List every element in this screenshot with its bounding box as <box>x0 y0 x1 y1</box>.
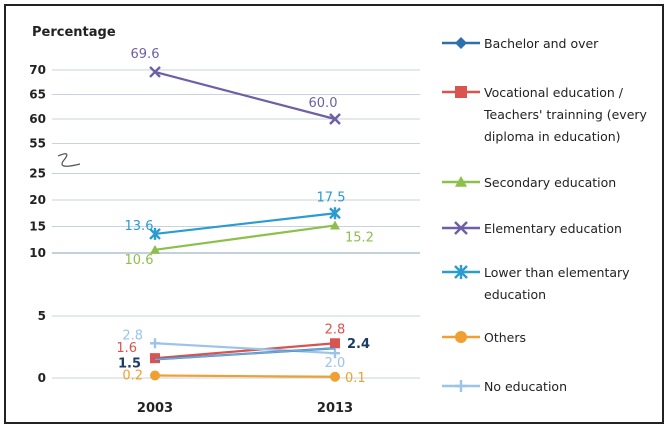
data-label: 15.2 <box>345 230 374 245</box>
marker-star <box>149 227 161 240</box>
series-line <box>154 212 336 236</box>
y-tick-label: 20 <box>29 193 46 207</box>
data-label: 69.6 <box>131 47 160 62</box>
data-label: 13.6 <box>125 219 154 234</box>
data-label: 2.8 <box>122 328 143 343</box>
marker-circle <box>150 370 160 381</box>
data-label: 10.6 <box>125 253 154 268</box>
y-tick-label: 10 <box>29 246 46 260</box>
legend-label: No education <box>484 379 567 394</box>
marker-x <box>329 113 341 125</box>
legend-label: Secondary education <box>484 175 616 190</box>
legend-label: education <box>484 287 546 302</box>
data-label: 2.4 <box>347 337 370 352</box>
y-tick-label: 25 <box>29 167 46 181</box>
series-lines <box>149 66 341 382</box>
marker-diamond <box>455 37 467 49</box>
marker-star <box>329 207 341 220</box>
x-tick-label: 2013 <box>317 401 353 416</box>
legend-label: Lower than elementary <box>484 265 630 280</box>
marker-triangle <box>455 176 467 187</box>
data-label: 2.8 <box>325 322 346 337</box>
axis-break-squiggle <box>57 153 81 167</box>
series-line <box>154 347 336 361</box>
legend: Bachelor and over Vocational education / T… <box>442 36 648 394</box>
series-line <box>154 70 336 121</box>
legend-label: Teachers' trainning (every <box>483 107 648 122</box>
marker-plus <box>150 338 160 349</box>
data-label: 1.6 <box>116 341 137 356</box>
series-line <box>154 342 336 360</box>
data-label: 0.2 <box>122 369 143 384</box>
grid <box>52 69 420 379</box>
legend-item: Elementary education <box>442 221 622 236</box>
y-tick-label: 60 <box>29 112 46 126</box>
marker-square <box>455 86 467 98</box>
x-tick-label: 2003 <box>137 401 173 416</box>
y-tick-label: 5 <box>38 309 46 323</box>
data-label: 1.5 <box>118 356 141 371</box>
marker-x <box>149 66 161 78</box>
marker-triangle <box>330 220 340 230</box>
legend-label: diploma in education) <box>484 129 621 144</box>
marker-square <box>330 338 340 349</box>
y-tick-label: 55 <box>29 137 46 151</box>
series-line <box>154 224 336 251</box>
y-ticks: 0 5 10 15 20 25 55 60 65 70 <box>29 63 46 385</box>
y-tick-label: 65 <box>29 88 46 102</box>
legend-item: Lower than elementary education <box>442 265 630 302</box>
marker-square <box>150 353 160 364</box>
data-labels: 1.62.810.615.269.660.013.617.50.2 0.12.82… <box>116 47 374 386</box>
marker-x <box>454 221 468 235</box>
data-label: 60.0 <box>309 96 338 111</box>
data-label: 0.1 <box>345 371 366 386</box>
legend-item: Secondary education <box>442 175 616 190</box>
legend-item: Bachelor and over <box>442 36 599 51</box>
series-5 <box>150 370 340 382</box>
y-tick-label: 15 <box>29 220 46 234</box>
marker-circle <box>330 371 340 382</box>
y-tick-label: 70 <box>29 63 46 77</box>
series-1 <box>150 338 340 364</box>
series-6 <box>150 338 340 359</box>
marker-triangle <box>150 244 160 254</box>
y-tick-label: 0 <box>38 371 46 385</box>
y-axis-label: Percentage <box>32 25 116 40</box>
series-3 <box>149 66 341 125</box>
marker-plus <box>330 348 340 359</box>
legend-label: Vocational education / <box>484 85 624 100</box>
axis-break-mark <box>57 153 81 167</box>
legend-item: Others <box>442 330 526 345</box>
legend-item: No education <box>442 379 567 394</box>
marker-circle <box>455 331 467 343</box>
legend-label: Bachelor and over <box>484 36 599 51</box>
data-label: 17.5 <box>317 190 346 205</box>
marker-plus <box>455 380 467 392</box>
series-line <box>154 342 336 355</box>
series-line <box>154 374 336 378</box>
legend-label: Elementary education <box>484 221 622 236</box>
marker-star <box>454 265 468 279</box>
series-unnamed <box>154 347 336 361</box>
legend-label: Others <box>484 330 526 345</box>
series-2 <box>150 220 340 254</box>
legend-item: Vocational education / Teachers' trainnin… <box>442 85 648 144</box>
x-ticks: 2003 2013 <box>137 401 353 416</box>
series-4 <box>149 207 341 240</box>
data-label: 2.0 <box>325 356 346 371</box>
